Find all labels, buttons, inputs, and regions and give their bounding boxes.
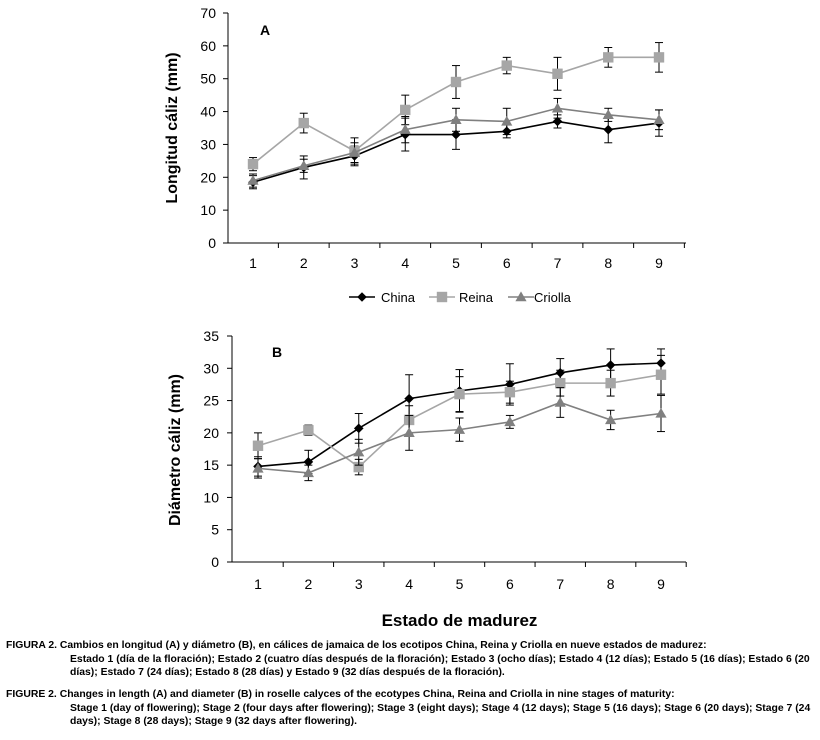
y-tick-label-b: 30: [203, 360, 219, 376]
caption-es-lead: FIGURA 2. Cambios en longitud (A) y diám…: [6, 640, 707, 651]
point-reina-a: [247, 158, 259, 170]
point-reina-b: [605, 377, 616, 389]
y-tick-label-a: 30: [200, 136, 216, 152]
x-tick-label-a: 9: [655, 255, 663, 271]
x-axis-label-b: Estado de madurez: [382, 611, 538, 630]
point-china-a: [603, 124, 614, 135]
x-tick-label-b: 3: [355, 576, 363, 592]
x-tick-label-b: 1: [254, 576, 262, 592]
x-tick-label-b: 2: [304, 576, 312, 592]
point-criolla-b: [302, 467, 314, 478]
caption-spanish: FIGURA 2. Cambios en longitud (A) y diám…: [6, 639, 814, 680]
point-criolla-a: [602, 109, 614, 120]
point-china-b: [303, 457, 314, 467]
caption-english: FIGURE 2. Changes in length (A) and diam…: [6, 688, 814, 729]
point-reina-a: [552, 68, 563, 79]
x-tick-label-a: 3: [351, 255, 359, 271]
y-tick-label-a: 20: [200, 169, 216, 185]
y-tick-label-b: 35: [203, 328, 219, 344]
caption-en-lead: FIGURE 2. Changes in length (A) and diam…: [6, 689, 675, 700]
point-reina-a: [298, 117, 309, 129]
legend-marker-criolla: [515, 291, 527, 302]
caption-es-rest: Estado 1 (día de la floración); Estado 2…: [70, 653, 810, 679]
x-tick-label-b: 9: [657, 576, 665, 592]
y-tick-label-a: 60: [200, 38, 216, 54]
legend-label-criolla: Criolla: [534, 290, 572, 305]
y-tick-label-a: 70: [200, 5, 216, 21]
point-criolla-a: [399, 124, 411, 134]
point-criolla-b: [252, 462, 264, 473]
caption-en-rest: Stage 1 (day of flowering); Stage 2 (fou…: [70, 702, 811, 728]
panel-label-b: B: [272, 344, 282, 360]
point-reina-b: [353, 461, 364, 473]
x-tick-label-a: 8: [604, 255, 612, 271]
y-tick-label-b: 5: [211, 522, 219, 538]
x-tick-label-a: 1: [249, 255, 257, 271]
point-reina-a: [603, 52, 614, 63]
point-criolla-a: [450, 114, 462, 124]
x-tick-label-a: 5: [452, 255, 460, 271]
y-axis-label-a: Longitud cáliz (mm): [164, 52, 181, 203]
point-criolla-a: [348, 147, 361, 157]
point-reina-a: [501, 60, 512, 71]
legend-label-reina: Reina: [459, 290, 494, 305]
point-china-b: [353, 423, 364, 434]
y-tick-label-b: 10: [203, 489, 219, 505]
y-tick-label-a: 0: [208, 235, 216, 251]
point-china-b: [605, 360, 616, 370]
legend-label-china: China: [381, 290, 416, 305]
point-criolla-b: [504, 416, 516, 427]
y-tick-label-a: 50: [200, 71, 216, 87]
point-criolla-a: [501, 115, 513, 126]
point-criolla-b: [453, 424, 466, 434]
point-reina-a: [400, 104, 411, 116]
point-reina-b: [504, 386, 516, 398]
point-reina-b: [303, 425, 314, 436]
point-criolla-b: [554, 396, 566, 407]
point-criolla-b: [655, 407, 667, 418]
point-criolla-a: [298, 160, 310, 170]
x-tick-label-b: 8: [607, 576, 615, 592]
point-china-a: [552, 116, 563, 127]
y-tick-label-b: 25: [203, 393, 219, 409]
point-reina-b: [252, 440, 264, 451]
point-criolla-b: [605, 414, 617, 425]
x-tick-label-a: 4: [401, 255, 409, 271]
point-reina-a: [653, 52, 665, 63]
x-tick-label-b: 4: [405, 576, 413, 592]
point-criolla-b: [403, 427, 415, 438]
y-axis-label-b: Diámetro cáliz (mm): [167, 374, 184, 526]
point-reina-a: [450, 76, 462, 88]
y-tick-label-a: 10: [200, 202, 216, 218]
x-tick-label-a: 2: [300, 255, 308, 271]
point-reina-b: [555, 377, 566, 389]
x-tick-label-b: 6: [506, 576, 514, 592]
point-criolla-a: [247, 174, 259, 185]
x-tick-label-b: 5: [456, 576, 464, 592]
legend-marker-reina: [436, 291, 448, 303]
y-tick-label-b: 0: [211, 554, 219, 570]
legend-marker-china: [357, 292, 367, 302]
y-tick-label-b: 20: [203, 425, 219, 441]
point-reina-b: [655, 369, 667, 380]
point-criolla-b: [353, 446, 365, 457]
point-reina-b: [454, 388, 465, 400]
point-criolla-a: [653, 114, 665, 124]
y-tick-label-b: 15: [203, 457, 219, 473]
x-tick-label-a: 6: [503, 255, 511, 271]
point-criolla-a: [551, 102, 564, 113]
panel-label-a: A: [260, 22, 270, 38]
y-tick-label-a: 40: [200, 104, 216, 120]
point-china-a: [451, 129, 461, 140]
x-tick-label-a: 7: [554, 255, 562, 271]
x-tick-label-b: 7: [556, 576, 564, 592]
point-china-b: [404, 393, 414, 404]
